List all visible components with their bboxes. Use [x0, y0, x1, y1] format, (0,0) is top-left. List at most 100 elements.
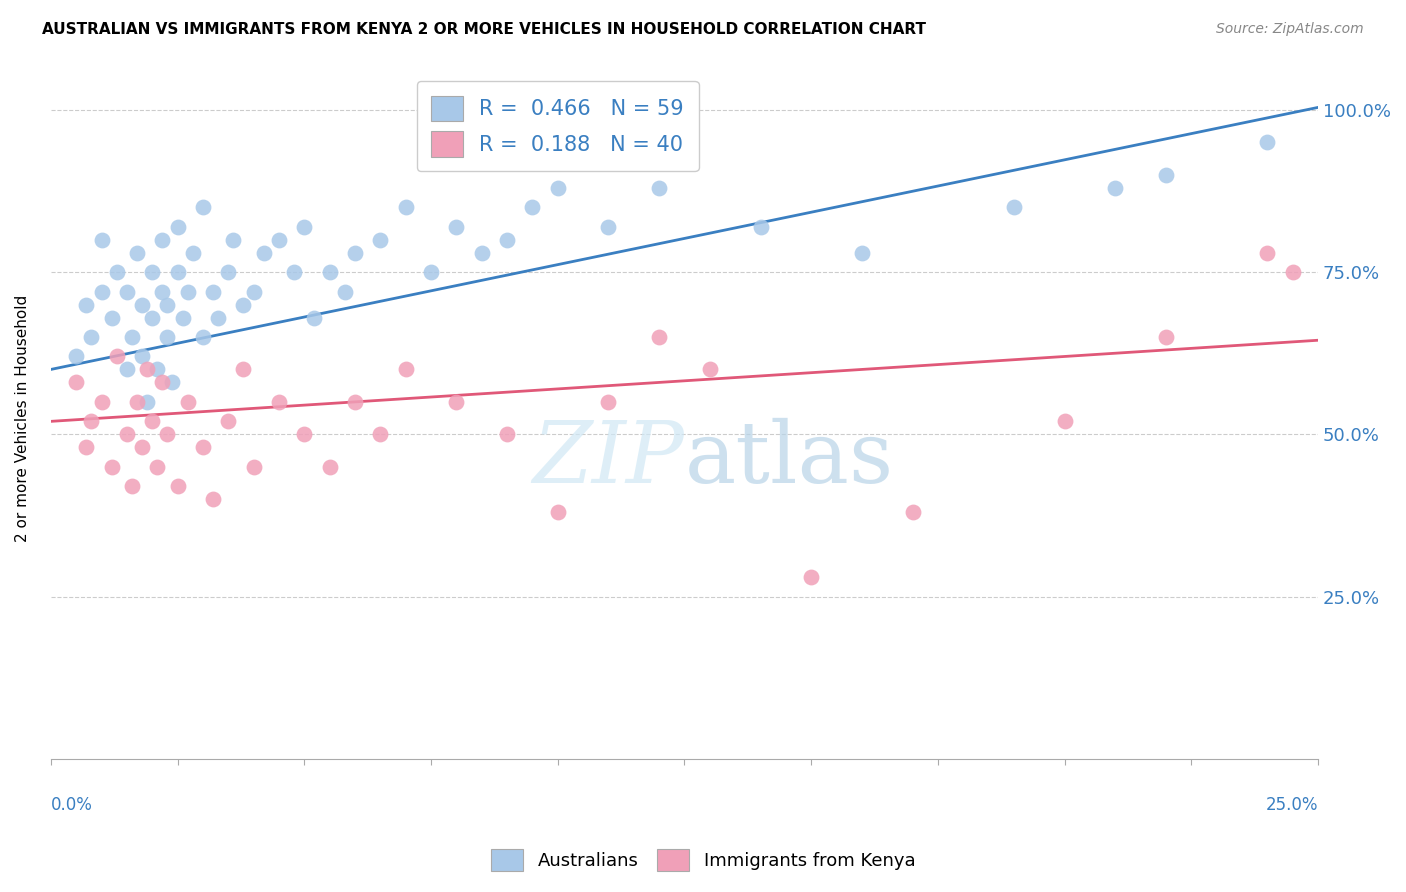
Point: [141, 310, 163, 325]
Point: [207, 310, 229, 325]
Point: [146, 459, 169, 474]
Point: [1256, 245, 1278, 260]
Point: [496, 427, 519, 442]
Point: [648, 180, 671, 194]
Point: [75, 297, 97, 311]
Point: [202, 285, 225, 299]
Point: [370, 427, 392, 442]
Point: [217, 265, 239, 279]
Point: [217, 414, 239, 428]
Point: [125, 395, 148, 409]
Point: [90, 285, 112, 299]
Point: [191, 440, 214, 454]
Point: [283, 265, 305, 279]
Point: [1154, 330, 1177, 344]
Point: [333, 285, 356, 299]
Point: [80, 414, 103, 428]
Point: [156, 427, 179, 442]
Point: [370, 233, 392, 247]
Point: [80, 330, 103, 344]
Point: [522, 200, 544, 214]
Point: [150, 233, 173, 247]
Point: [131, 440, 153, 454]
Point: [166, 265, 188, 279]
Point: [232, 362, 254, 376]
Point: [420, 265, 443, 279]
Text: 25.0%: 25.0%: [1265, 797, 1319, 814]
Point: [121, 479, 143, 493]
Text: AUSTRALIAN VS IMMIGRANTS FROM KENYA 2 OR MORE VEHICLES IN HOUSEHOLD CORRELATION : AUSTRALIAN VS IMMIGRANTS FROM KENYA 2 OR…: [42, 22, 927, 37]
Point: [125, 245, 148, 260]
Point: [131, 297, 153, 311]
Point: [105, 350, 128, 364]
Point: [395, 362, 418, 376]
Point: [90, 233, 112, 247]
Point: [131, 350, 153, 364]
Point: [191, 200, 214, 214]
Point: [65, 376, 87, 390]
Point: [136, 395, 159, 409]
Point: [146, 362, 169, 376]
Point: [121, 330, 143, 344]
Point: [115, 427, 138, 442]
Point: [318, 265, 340, 279]
Point: [242, 459, 264, 474]
Point: [598, 395, 620, 409]
Point: [1053, 414, 1076, 428]
Point: [496, 233, 519, 247]
Point: [177, 395, 200, 409]
Y-axis label: 2 or more Vehicles in Household: 2 or more Vehicles in Household: [15, 294, 30, 541]
Point: [75, 440, 97, 454]
Point: [150, 285, 173, 299]
Point: [446, 395, 468, 409]
Point: [253, 245, 276, 260]
Point: [343, 245, 366, 260]
Point: [598, 219, 620, 234]
Text: 0.0%: 0.0%: [51, 797, 93, 814]
Point: [141, 265, 163, 279]
Point: [800, 570, 823, 584]
Point: [699, 362, 721, 376]
Point: [150, 376, 173, 390]
Point: [115, 362, 138, 376]
Text: Source: ZipAtlas.com: Source: ZipAtlas.com: [1216, 22, 1364, 37]
Point: [1154, 168, 1177, 182]
Legend: Australians, Immigrants from Kenya: Australians, Immigrants from Kenya: [484, 842, 922, 879]
Point: [547, 180, 569, 194]
Point: [141, 414, 163, 428]
Point: [547, 505, 569, 519]
Point: [166, 219, 188, 234]
Point: [105, 265, 128, 279]
Legend: R =  0.466   N = 59, R =  0.188   N = 40: R = 0.466 N = 59, R = 0.188 N = 40: [418, 81, 699, 171]
Point: [115, 285, 138, 299]
Point: [156, 297, 179, 311]
Point: [343, 395, 366, 409]
Point: [1002, 200, 1025, 214]
Point: [191, 330, 214, 344]
Text: atlas: atlas: [685, 417, 894, 500]
Point: [156, 330, 179, 344]
Point: [1281, 265, 1303, 279]
Point: [446, 219, 468, 234]
Point: [222, 233, 245, 247]
Point: [166, 479, 188, 493]
Point: [292, 427, 315, 442]
Point: [90, 395, 112, 409]
Point: [267, 395, 290, 409]
Point: [267, 233, 290, 247]
Point: [1104, 180, 1126, 194]
Point: [177, 285, 200, 299]
Point: [1256, 136, 1278, 150]
Point: [100, 459, 122, 474]
Point: [65, 350, 87, 364]
Point: [901, 505, 924, 519]
Text: ZIP: ZIP: [533, 417, 685, 500]
Point: [749, 219, 772, 234]
Point: [304, 310, 326, 325]
Point: [395, 200, 418, 214]
Point: [648, 330, 671, 344]
Point: [162, 376, 184, 390]
Point: [851, 245, 873, 260]
Point: [242, 285, 264, 299]
Point: [172, 310, 194, 325]
